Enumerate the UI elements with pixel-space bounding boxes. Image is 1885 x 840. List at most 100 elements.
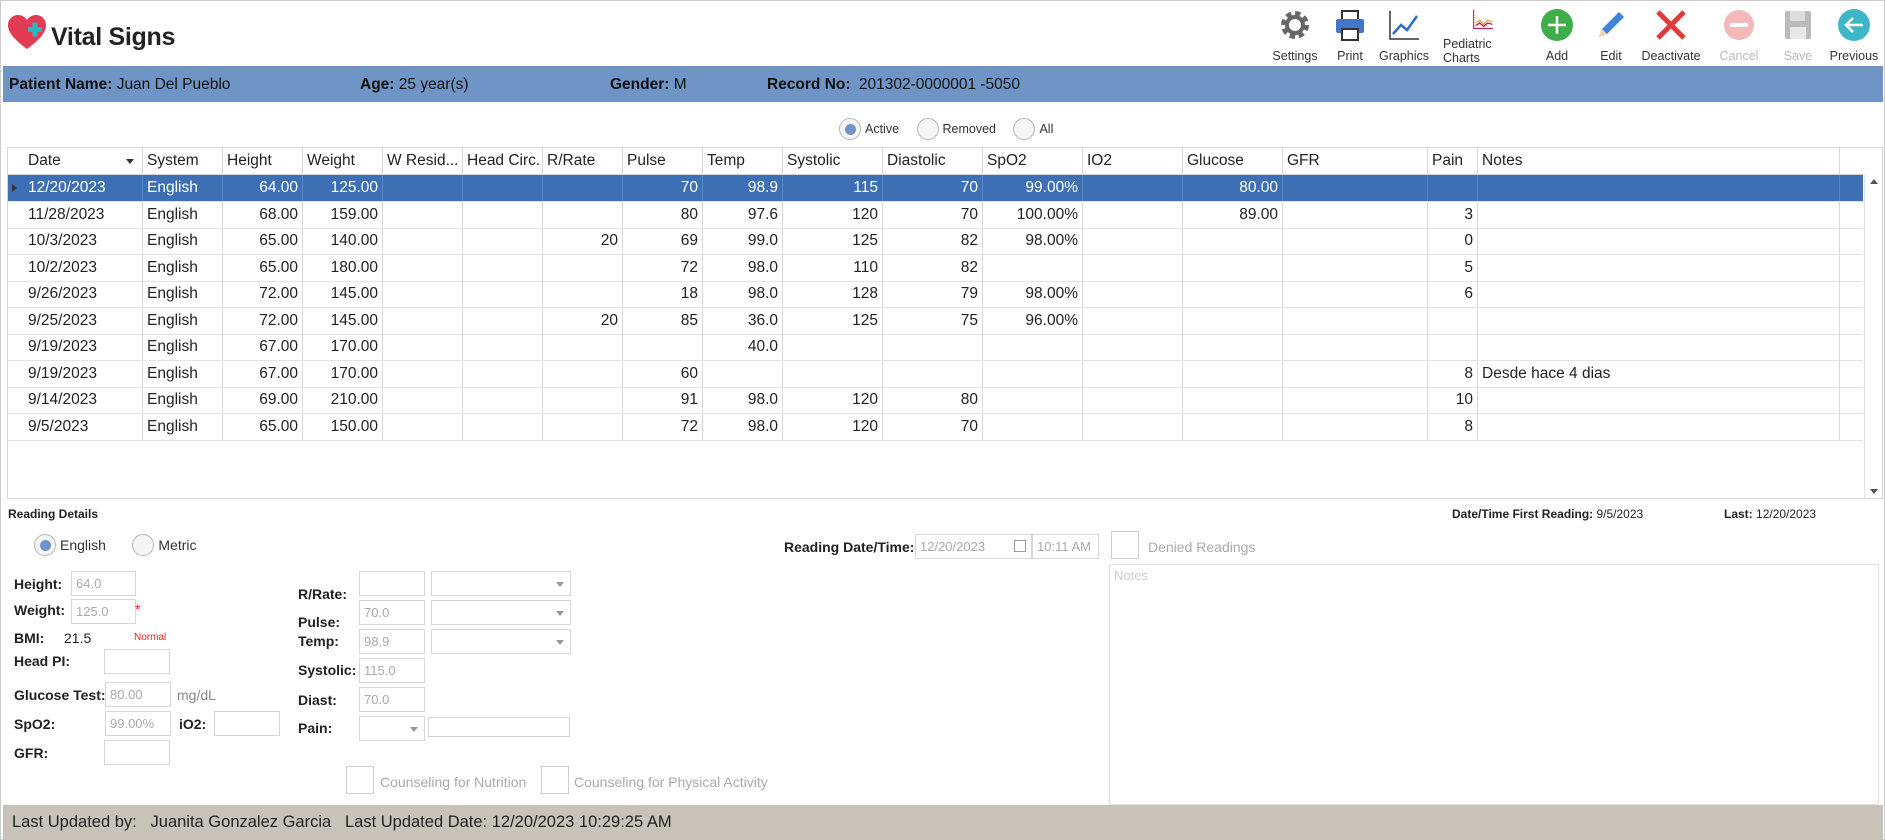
io2-input[interactable]: [214, 711, 280, 736]
english-option[interactable]: English: [34, 534, 106, 556]
table-row[interactable]: 10/2/2023 English 65.00 180.00 72 98.0 110 82 5: [8, 254, 1863, 282]
table-row[interactable]: 9/19/2023 English 67.00 170.00 40.0: [8, 334, 1863, 361]
notes-textarea[interactable]: Notes: [1109, 564, 1879, 805]
table-cell: 98.00%: [983, 281, 1083, 307]
table-cell: [1183, 307, 1283, 334]
head-pi-input[interactable]: [104, 649, 170, 674]
column-header-head-circ[interactable]: Head Circ.: [463, 148, 543, 174]
active-radio[interactable]: [839, 118, 861, 140]
table-cell: [1183, 254, 1283, 281]
heart-logo-icon: [8, 15, 46, 49]
temp-input[interactable]: 98.9: [359, 629, 425, 654]
table-cell: 20: [543, 228, 623, 254]
column-header-diastolic[interactable]: Diastolic: [883, 148, 983, 174]
table-row[interactable]: 9/26/2023 English 72.00 145.00 18 98.0 128 79 98…: [8, 281, 1863, 308]
all-radio[interactable]: [1013, 118, 1036, 140]
filter-active-option[interactable]: Active: [839, 118, 899, 140]
rrate-input[interactable]: [359, 571, 425, 596]
sort-desc-icon[interactable]: [126, 159, 134, 164]
pain-dropdown[interactable]: [359, 716, 425, 741]
table-cell: 120: [783, 387, 883, 413]
add-button[interactable]: Add: [1517, 7, 1597, 65]
counseling-activity-label: Counseling for Physical Activity: [574, 774, 768, 790]
patient-name-label: Patient Name:: [9, 76, 113, 93]
glucose-input[interactable]: 80.00: [105, 682, 171, 707]
edit-button[interactable]: Edit: [1571, 7, 1651, 65]
print-button[interactable]: Print: [1310, 7, 1390, 65]
previous-button[interactable]: Previous: [1814, 7, 1885, 65]
column-header-w-resid[interactable]: W Resid...: [383, 148, 463, 174]
counseling-activity-checkbox[interactable]: [541, 766, 569, 794]
calendar-icon[interactable]: [1014, 540, 1026, 552]
settings-button[interactable]: Settings: [1255, 7, 1335, 65]
removed-radio[interactable]: [916, 118, 939, 140]
table-cell: 9/5/2023: [24, 413, 143, 440]
table-row[interactable]: 9/14/2023 English 69.00 210.00 91 98.0 120 80 10: [8, 387, 1863, 414]
vitals-table[interactable]: Date System Height Weight W Resid... Head Cir…: [7, 147, 1883, 499]
column-header-date[interactable]: Date: [24, 148, 143, 174]
height-input[interactable]: 64.0: [71, 571, 136, 596]
table-cell: [383, 307, 463, 334]
english-radio[interactable]: [34, 534, 56, 556]
table-row[interactable]: 9/25/2023 English 72.00 145.00 20 85 36.0 125 75…: [8, 307, 1863, 335]
column-header-glucose[interactable]: Glucose: [1183, 148, 1283, 174]
column-header-systolic[interactable]: Systolic: [783, 148, 883, 174]
table-cell: 69: [623, 228, 703, 254]
last-reading-value: 12/20/2023: [1756, 507, 1817, 521]
table-scrollbar[interactable]: [1864, 175, 1882, 498]
filter-removed-option[interactable]: Removed: [916, 118, 996, 140]
table-row[interactable]: 9/5/2023 English 65.00 150.00 72 98.0 120 70 8: [8, 413, 1863, 441]
pediatric-charts-button[interactable]: Pediatric Charts: [1443, 7, 1523, 65]
deactivate-button[interactable]: Deactivate: [1631, 7, 1711, 65]
units-toggle: English Metric: [34, 534, 197, 556]
patient-age: 25 year(s): [398, 76, 469, 93]
io2-label: iO2:: [179, 716, 207, 732]
table-row[interactable]: 10/3/2023 English 65.00 140.00 20 69 99.0 125 82…: [8, 228, 1863, 255]
graphics-button[interactable]: Graphics: [1364, 7, 1444, 65]
scroll-up-icon[interactable]: [1870, 179, 1878, 184]
reading-date-input[interactable]: 12/20/2023: [915, 534, 1032, 559]
denied-readings-checkbox[interactable]: [1111, 531, 1139, 559]
table-cell: 80.00: [1183, 175, 1283, 201]
gfr-input[interactable]: [104, 740, 170, 765]
column-header-pain[interactable]: Pain: [1428, 148, 1478, 174]
weight-input[interactable]: 125.0: [71, 599, 136, 624]
table-cell: 98.0: [703, 281, 783, 307]
reading-time-input[interactable]: 10:11 AM: [1032, 534, 1099, 559]
table-cell: [383, 254, 463, 281]
column-header-weight[interactable]: Weight: [303, 148, 383, 174]
patient-name: Juan Del Pueblo: [116, 76, 231, 93]
scroll-down-icon[interactable]: [1870, 489, 1878, 494]
table-row[interactable]: 12/20/2023 English 64.00 125.00 70 98.9 115 70 9…: [8, 175, 1863, 202]
table-row[interactable]: 11/28/2023 English 68.00 159.00 80 97.6 120 70 1…: [8, 201, 1863, 229]
table-cell: [1183, 228, 1283, 254]
column-header-temp[interactable]: Temp: [703, 148, 783, 174]
pulse-dropdown[interactable]: [431, 600, 571, 625]
column-header-pulse[interactable]: Pulse: [623, 148, 703, 174]
column-header-gfr[interactable]: GFR: [1283, 148, 1428, 174]
diast-input[interactable]: 70.0: [359, 687, 425, 712]
table-row[interactable]: 9/19/2023 English 67.00 170.00 60 8 Desde hace…: [8, 360, 1863, 388]
cancel-button[interactable]: Cancel: [1699, 7, 1779, 65]
systolic-input[interactable]: 115.0: [359, 658, 425, 683]
column-header-r-rate[interactable]: R/Rate: [543, 148, 623, 174]
filter-all-option[interactable]: All: [1013, 118, 1053, 140]
save-button[interactable]: Save: [1758, 7, 1838, 65]
column-header-height[interactable]: Height: [223, 148, 303, 174]
counseling-nutrition-checkbox[interactable]: [346, 766, 374, 794]
table-cell: 12/20/2023: [24, 175, 143, 201]
column-header-spo2[interactable]: SpO2: [983, 148, 1083, 174]
rrate-dropdown[interactable]: [431, 571, 571, 596]
column-header-system[interactable]: System: [143, 148, 223, 174]
column-header-io2[interactable]: IO2: [1083, 148, 1183, 174]
table-cell: [1478, 228, 1840, 254]
metric-option[interactable]: Metric: [132, 534, 197, 556]
table-cell: [703, 360, 783, 387]
pain-comment-input[interactable]: [428, 717, 570, 737]
spo2-input[interactable]: 99.00%: [105, 711, 171, 736]
metric-radio[interactable]: [132, 534, 155, 556]
temp-dropdown[interactable]: [431, 629, 571, 654]
table-cell: [463, 254, 543, 281]
column-header-notes[interactable]: Notes: [1478, 148, 1840, 174]
pulse-input[interactable]: 70.0: [359, 600, 425, 625]
